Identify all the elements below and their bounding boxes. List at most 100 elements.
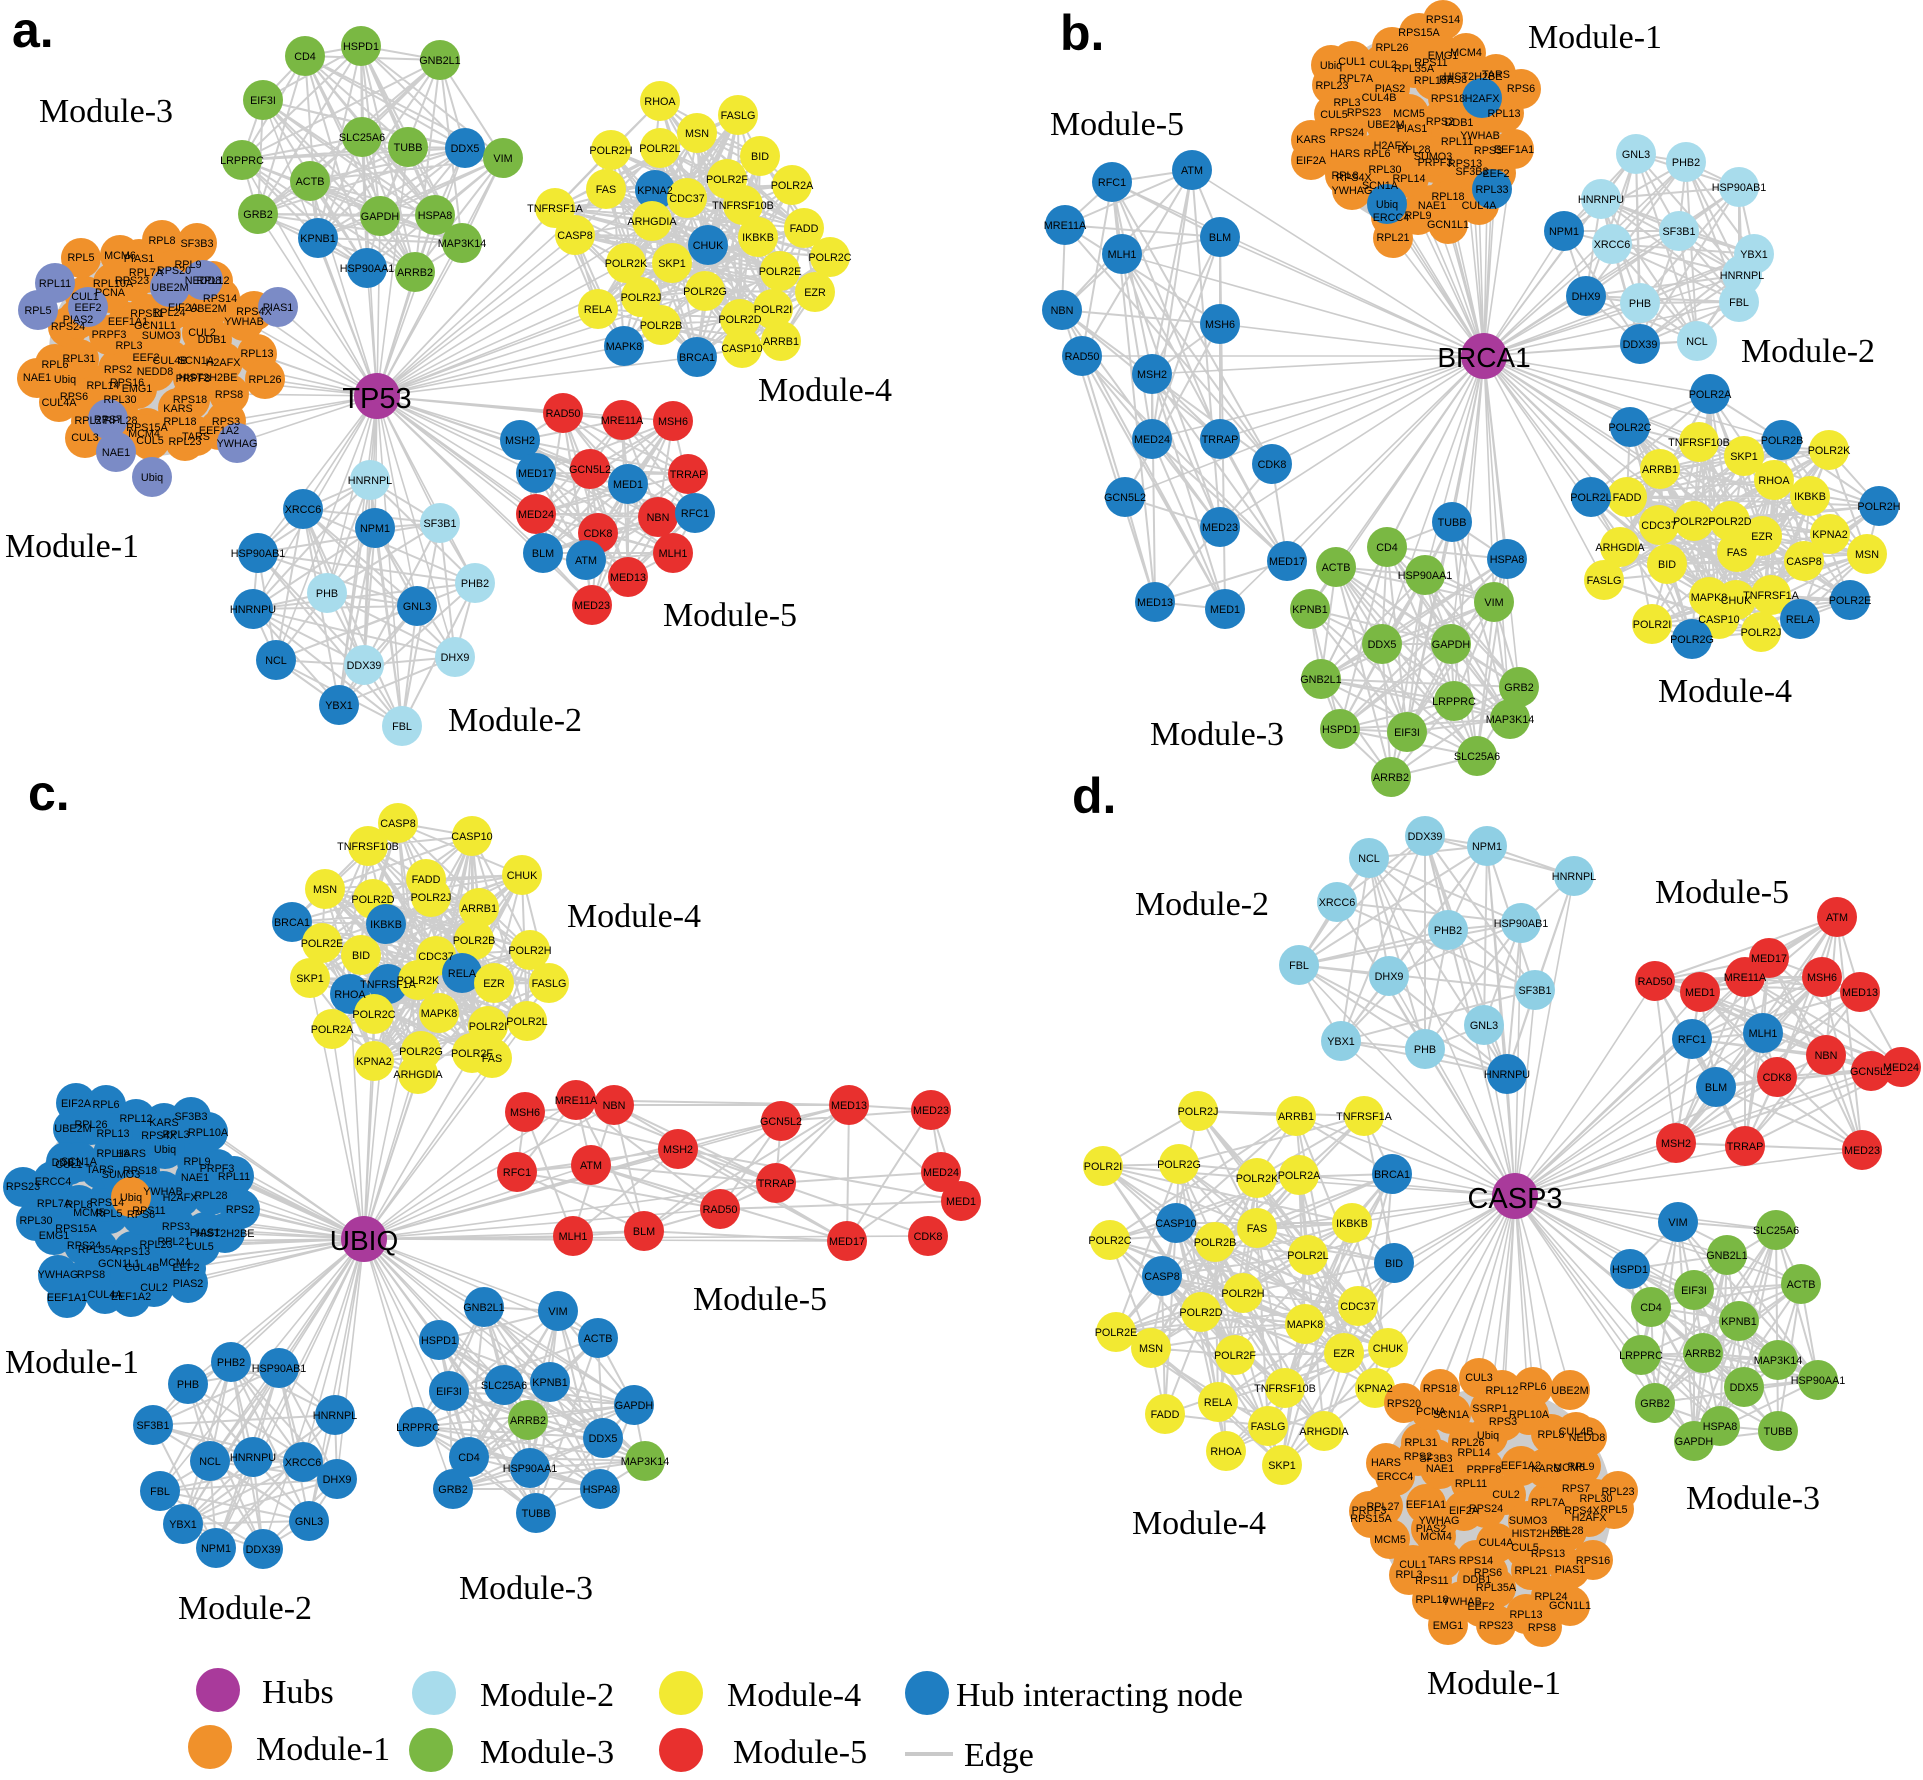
svg-text:BRCA1: BRCA1 <box>1437 342 1530 373</box>
svg-text:Ubiq: Ubiq <box>1320 60 1342 72</box>
svg-text:BRCA1: BRCA1 <box>679 352 715 364</box>
svg-text:EZR: EZR <box>1333 1348 1355 1360</box>
svg-text:GCN1L1: GCN1L1 <box>134 320 176 332</box>
svg-text:PRPF8: PRPF8 <box>176 373 211 385</box>
svg-text:PIAS1: PIAS1 <box>190 1227 221 1239</box>
svg-text:IKBKB: IKBKB <box>370 919 402 931</box>
svg-text:RPS6: RPS6 <box>60 391 88 403</box>
svg-text:RHOA: RHOA <box>1758 475 1790 487</box>
svg-text:GCN1L1: GCN1L1 <box>98 1258 140 1270</box>
svg-text:CASP3: CASP3 <box>1467 1183 1562 1215</box>
svg-text:HSP90AB1: HSP90AB1 <box>1712 182 1767 194</box>
svg-text:RPL8: RPL8 <box>1331 170 1358 182</box>
svg-text:CUL4A: CUL4A <box>1479 1537 1515 1549</box>
svg-text:MSN: MSN <box>1139 1343 1163 1355</box>
svg-text:Module-5: Module-5 <box>693 1281 827 1318</box>
svg-text:RPL9: RPL9 <box>183 1156 210 1168</box>
svg-text:RPL10A: RPL10A <box>1414 75 1455 87</box>
svg-text:CDK8: CDK8 <box>914 1231 943 1243</box>
svg-text:XRCC6: XRCC6 <box>1594 239 1631 251</box>
svg-text:KPNB1: KPNB1 <box>532 1377 567 1389</box>
svg-text:DHX9: DHX9 <box>441 652 470 664</box>
svg-text:ACTB: ACTB <box>584 1333 613 1345</box>
svg-text:DDX39: DDX39 <box>1408 831 1443 843</box>
svg-text:Module-4: Module-4 <box>567 898 701 935</box>
svg-text:RPS4X: RPS4X <box>141 1130 176 1142</box>
svg-text:MRE11A: MRE11A <box>601 415 644 427</box>
svg-text:DDX39: DDX39 <box>347 660 382 672</box>
svg-text:KPNA2: KPNA2 <box>637 185 672 197</box>
svg-text:DDB1: DDB1 <box>1445 117 1474 129</box>
svg-text:HIST2H2BE: HIST2H2BE <box>1512 1528 1571 1540</box>
svg-text:RPS13: RPS13 <box>1448 158 1482 170</box>
svg-text:MCM6: MCM6 <box>1553 1462 1585 1474</box>
svg-text:RPL35A: RPL35A <box>1394 63 1435 75</box>
svg-text:GNL3: GNL3 <box>403 601 431 613</box>
svg-text:RPS11: RPS11 <box>1414 57 1447 69</box>
svg-text:POLR2F: POLR2F <box>1673 516 1715 528</box>
svg-text:POLR2I: POLR2I <box>1084 1161 1122 1173</box>
svg-text:EEF1A1: EEF1A1 <box>108 316 148 328</box>
svg-text:CASP10: CASP10 <box>451 831 492 843</box>
svg-text:MLH1: MLH1 <box>1108 249 1137 261</box>
svg-text:TRRAP: TRRAP <box>1727 1141 1764 1153</box>
svg-text:ARHGDIA: ARHGDIA <box>1595 542 1645 554</box>
svg-text:CHUK: CHUK <box>693 240 724 252</box>
svg-text:FASLG: FASLG <box>1251 1421 1286 1433</box>
svg-text:Module-2: Module-2 <box>178 1590 312 1627</box>
svg-text:POLR2B: POLR2B <box>640 320 683 332</box>
svg-text:RPL30: RPL30 <box>1579 1493 1612 1505</box>
svg-text:POLR2E: POLR2E <box>301 938 344 950</box>
svg-text:RPS24: RPS24 <box>1469 1503 1503 1515</box>
svg-text:POLR2C: POLR2C <box>1088 1235 1131 1247</box>
svg-text:Module-2: Module-2 <box>1741 333 1875 370</box>
svg-text:TUBB: TUBB <box>522 1508 551 1520</box>
svg-text:EEF2: EEF2 <box>74 302 101 314</box>
svg-text:MED17: MED17 <box>518 468 554 480</box>
svg-text:SF3B3: SF3B3 <box>1419 1453 1452 1465</box>
svg-text:PHB: PHB <box>1414 1044 1436 1056</box>
svg-text:RPS23: RPS23 <box>1479 1620 1513 1632</box>
svg-text:MLH1: MLH1 <box>559 1231 588 1243</box>
svg-text:RAD50: RAD50 <box>1065 351 1100 363</box>
svg-text:NBN: NBN <box>603 1100 626 1112</box>
svg-text:POLR2C: POLR2C <box>352 1009 395 1021</box>
svg-text:CUL4A: CUL4A <box>42 397 78 409</box>
svg-text:MED17: MED17 <box>1751 953 1787 965</box>
svg-text:RPS11: RPS11 <box>130 308 163 320</box>
svg-text:KPNA2: KPNA2 <box>356 1056 391 1068</box>
svg-text:RPL27: RPL27 <box>74 415 107 427</box>
svg-text:PRPF3: PRPF3 <box>92 329 127 341</box>
svg-text:RPL11: RPL11 <box>39 278 71 290</box>
svg-text:GCN1L1: GCN1L1 <box>1427 219 1469 231</box>
svg-text:CDK8: CDK8 <box>1258 459 1287 471</box>
svg-text:FAS: FAS <box>1727 547 1747 559</box>
svg-text:POLR2E: POLR2E <box>1829 595 1872 607</box>
svg-text:MSH6: MSH6 <box>658 416 688 428</box>
svg-text:SLC25A6: SLC25A6 <box>1753 1225 1799 1237</box>
svg-text:SF3B1: SF3B1 <box>136 1420 169 1432</box>
svg-text:RPS15A: RPS15A <box>126 422 168 434</box>
svg-text:HSP90AA1: HSP90AA1 <box>503 1463 558 1475</box>
svg-text:VIM: VIM <box>1668 1217 1687 1229</box>
svg-text:POLR2A: POLR2A <box>1689 389 1732 401</box>
svg-text:CASP8: CASP8 <box>380 818 415 830</box>
svg-text:POLR2A: POLR2A <box>1278 1170 1321 1182</box>
svg-text:SCN1A: SCN1A <box>1433 1409 1470 1421</box>
svg-text:PRPF8: PRPF8 <box>1467 1464 1502 1476</box>
svg-text:EIF3I: EIF3I <box>1681 1285 1707 1297</box>
svg-text:RFC1: RFC1 <box>503 1167 531 1179</box>
svg-text:RPL7A: RPL7A <box>129 267 164 279</box>
svg-text:H2AFX: H2AFX <box>206 357 241 369</box>
svg-text:BLM: BLM <box>1705 1082 1727 1094</box>
svg-text:GNL3: GNL3 <box>1622 149 1650 161</box>
svg-text:RPL23: RPL23 <box>1315 80 1348 92</box>
svg-text:RPL9: RPL9 <box>1567 1461 1594 1473</box>
svg-text:CASP10: CASP10 <box>1155 1218 1196 1230</box>
svg-text:SCN1A: SCN1A <box>178 355 215 367</box>
svg-text:HSP90AA1: HSP90AA1 <box>1398 570 1453 582</box>
svg-text:GRB2: GRB2 <box>243 209 272 221</box>
svg-text:SF3B1: SF3B1 <box>1662 226 1695 238</box>
svg-text:CUL5: CUL5 <box>186 1241 214 1253</box>
svg-text:NCL: NCL <box>1358 853 1380 865</box>
